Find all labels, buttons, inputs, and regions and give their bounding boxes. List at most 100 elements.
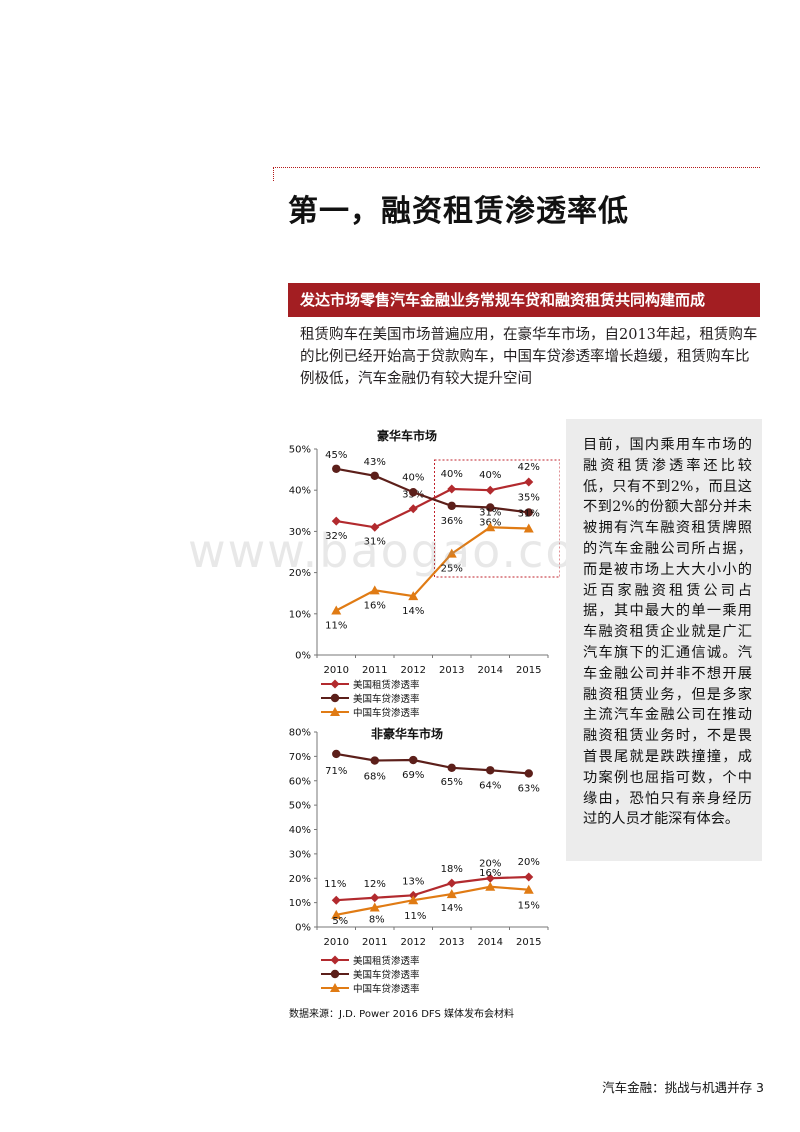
legend-label-1: 美国车贷渗透率 xyxy=(353,693,420,705)
y-tick-label: 50% xyxy=(289,801,311,812)
chart-non-luxury-market: 0% 10% 20% 30% 40% 50% 60% 70% 80% 2010 2011 2012 20… xyxy=(289,728,549,995)
top-dotted-rule-tick xyxy=(273,167,274,181)
x-tick-label: 2010 xyxy=(324,665,349,676)
x-tick-label: 2012 xyxy=(401,665,426,676)
y-tick-label: 60% xyxy=(289,776,311,787)
series-point-2 xyxy=(523,884,534,894)
x-tick-label: 2015 xyxy=(516,937,541,948)
x-tick-label: 2013 xyxy=(439,665,464,676)
legend-label-0: 美国租赁渗透率 xyxy=(353,679,420,691)
data-label: 14% xyxy=(441,903,463,914)
chart1-title: 豪华车市场 xyxy=(377,429,438,443)
data-label: 16% xyxy=(479,868,501,879)
data-label: 14% xyxy=(402,606,424,617)
data-label: 16% xyxy=(364,600,386,611)
data-label: 71% xyxy=(325,766,347,777)
data-label: 40% xyxy=(402,472,424,483)
data-label: 8% xyxy=(369,915,385,926)
legend-marker-0 xyxy=(330,955,340,965)
y-tick-label: 70% xyxy=(289,752,311,763)
chart-luxury-market: 0% 10% 20% 30% 40% 50% 2010 2011 2012 2013 2014 201… xyxy=(289,445,560,719)
legend-marker-0 xyxy=(330,679,340,689)
series-point-0 xyxy=(524,872,534,882)
y-tick-label: 40% xyxy=(289,486,311,497)
data-label: 18% xyxy=(441,864,463,875)
series-point-0 xyxy=(331,895,341,905)
legend-marker-1 xyxy=(330,969,340,979)
section-banner: 发达市场零售汽车金融业务常规车贷和融资租赁共同构建而成 xyxy=(288,283,760,317)
legend-marker-2 xyxy=(330,983,340,992)
intro-paragraph: 租赁购车在美国市场普遍应用，在豪华车市场，自2013年起，租赁购车的比例已经开始… xyxy=(300,327,758,387)
series-point-1 xyxy=(332,749,341,759)
series-point-1 xyxy=(524,769,533,778)
series-line-1 xyxy=(336,752,529,775)
data-label: 11% xyxy=(325,621,347,632)
legend-label-1: 美国车贷渗透率 xyxy=(353,969,420,981)
page-footer: 汽车金融：挑战与机遇并存 3 xyxy=(602,1080,764,1095)
series-point-2 xyxy=(369,585,380,595)
series-point-1 xyxy=(486,766,495,775)
series-point-1 xyxy=(409,488,418,497)
x-tick-label: 2012 xyxy=(401,937,426,948)
series-point-1 xyxy=(447,763,456,773)
data-label: 11% xyxy=(324,879,346,890)
series-point-1 xyxy=(370,471,379,480)
data-label: 13% xyxy=(402,876,424,887)
series-point-2 xyxy=(408,895,419,905)
data-label: 20% xyxy=(479,858,501,869)
legend-label-2: 中国车贷渗透率 xyxy=(353,707,420,719)
highlight-box xyxy=(434,459,560,578)
x-tick-label: 2014 xyxy=(478,665,503,676)
y-tick-label: 80% xyxy=(289,728,311,739)
data-label: 40% xyxy=(479,470,501,481)
series-point-0 xyxy=(485,873,495,883)
legend-label-0: 美国租赁渗透率 xyxy=(353,955,420,967)
page-title: 第一，融资租赁渗透率低 xyxy=(288,194,629,229)
series-line-1 xyxy=(336,467,529,514)
x-tick-label: 2011 xyxy=(362,937,387,948)
side-note-text: 目前，国内乘用车市场的融资租赁渗透率还比较低，只有不到2%，而且这不到2%的份额… xyxy=(583,437,752,828)
series-point-0 xyxy=(370,522,380,532)
data-label: 31% xyxy=(479,507,501,518)
legend-label-2: 中国车贷渗透率 xyxy=(353,983,420,995)
data-label: 43% xyxy=(364,457,386,468)
series-point-0 xyxy=(331,516,341,526)
top-dotted-rule xyxy=(273,167,760,168)
series-point-1 xyxy=(524,508,533,517)
series-point-2 xyxy=(331,605,342,615)
series-point-1 xyxy=(486,503,495,512)
series-point-1 xyxy=(332,464,341,473)
chart2-title: 非豪华车市场 xyxy=(371,727,444,741)
y-tick-label: 20% xyxy=(289,874,311,885)
data-label: 63% xyxy=(518,783,540,794)
data-label: 68% xyxy=(364,772,386,783)
data-label: 15% xyxy=(518,901,540,912)
data-label: 20% xyxy=(518,857,540,868)
legend-marker-1 xyxy=(330,693,340,703)
y-tick-label: 40% xyxy=(289,825,311,836)
series-point-0 xyxy=(524,477,534,487)
series-point-1 xyxy=(447,501,456,511)
data-source: 数据来源：J.D. Power 2016 DFS 媒体发布会材料 xyxy=(289,1009,515,1020)
data-label: 36% xyxy=(441,516,463,527)
series-line-2 xyxy=(336,885,529,916)
y-tick-label: 20% xyxy=(289,568,311,579)
x-tick-label: 2014 xyxy=(478,937,503,948)
series-point-2 xyxy=(331,909,342,919)
series-point-1 xyxy=(370,756,379,765)
y-tick-label: 0% xyxy=(295,923,311,934)
data-label: 64% xyxy=(479,780,501,791)
data-label: 45% xyxy=(325,450,347,461)
series-point-2 xyxy=(523,523,534,533)
series-point-2 xyxy=(446,548,457,558)
data-label: 5% xyxy=(332,916,348,927)
y-tick-label: 0% xyxy=(295,651,311,662)
data-label: 40% xyxy=(441,469,463,480)
data-label: 25% xyxy=(441,564,463,575)
legend-marker-2 xyxy=(330,707,340,716)
data-label: 65% xyxy=(441,777,463,788)
data-label: 12% xyxy=(364,879,386,890)
y-tick-label: 10% xyxy=(289,609,311,620)
data-label: 31% xyxy=(364,536,386,547)
y-tick-label: 30% xyxy=(289,849,311,860)
